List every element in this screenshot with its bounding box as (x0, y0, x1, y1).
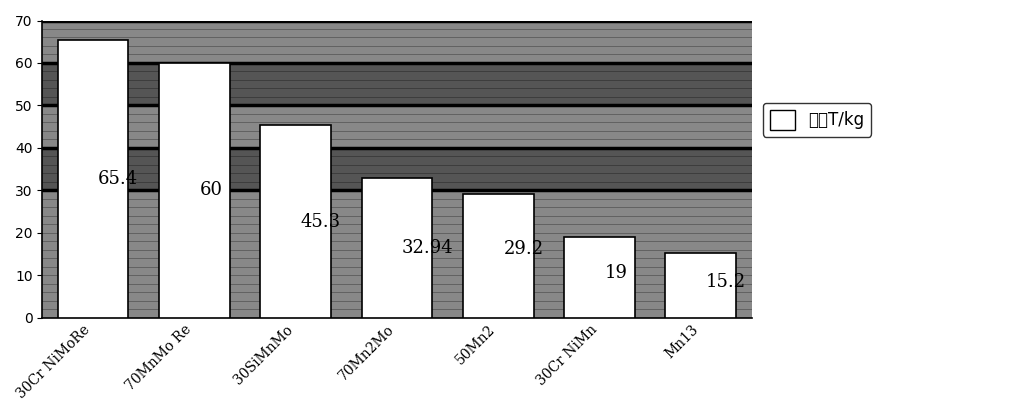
Bar (42, 190, 752, 318)
Bar (564, 237, 635, 318)
Bar (666, 253, 736, 318)
Bar (42, 20, 752, 63)
Bar (42, 148, 752, 190)
Bar (42, 105, 752, 148)
Text: 32.94: 32.94 (402, 239, 454, 257)
Legend: 单耗T/kg: 单耗T/kg (763, 103, 871, 137)
Bar (361, 178, 432, 318)
Bar (42, 63, 752, 105)
Bar (463, 194, 534, 318)
Text: 15.2: 15.2 (706, 273, 746, 291)
Text: 19: 19 (605, 264, 628, 282)
Text: 60: 60 (200, 181, 222, 199)
Bar (57, 40, 128, 318)
Text: 45.3: 45.3 (301, 213, 341, 230)
Bar (159, 63, 229, 318)
Text: 29.2: 29.2 (504, 240, 544, 258)
Bar (260, 125, 331, 318)
Text: 65.4: 65.4 (98, 170, 138, 188)
